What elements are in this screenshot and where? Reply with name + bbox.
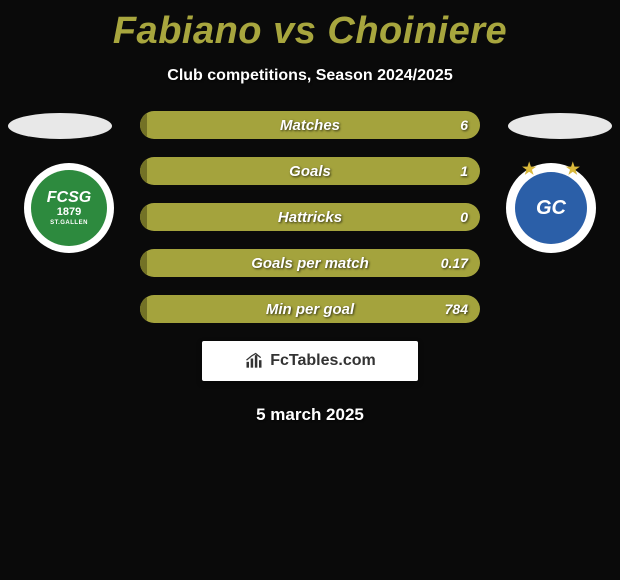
right-player-marker	[508, 113, 612, 139]
stat-bar: Matches6	[140, 111, 480, 139]
left-club-logo: FCSG 1879 ST.GALLEN	[24, 163, 114, 253]
subtitle: Club competitions, Season 2024/2025	[0, 67, 620, 85]
stat-bar: Hattricks0	[140, 203, 480, 231]
stat-value-right: 6	[460, 117, 468, 133]
stat-value-right: 0.17	[441, 255, 468, 271]
right-logo-text: GC	[536, 197, 566, 220]
star-icon: ★	[566, 159, 580, 179]
stat-label: Min per goal	[140, 301, 480, 318]
left-logo-sub: ST.GALLEN	[50, 220, 88, 226]
left-logo-text1: FCSG	[47, 190, 91, 206]
stat-label: Hattricks	[140, 209, 480, 226]
right-club-logo: ★ ★ GC	[506, 163, 596, 253]
chart-icon	[244, 351, 264, 371]
watermark-text: FcTables.com	[270, 352, 376, 370]
page-title: Fabiano vs Choiniere	[0, 0, 620, 53]
stat-label: Matches	[140, 117, 480, 134]
stat-value-right: 784	[445, 301, 468, 317]
date-label: 5 march 2025	[0, 405, 620, 425]
stat-bar: Min per goal784	[140, 295, 480, 323]
comparison-panel: FCSG 1879 ST.GALLEN ★ ★ GC Matches6 Goals…	[0, 111, 620, 425]
stat-label: Goals	[140, 163, 480, 180]
stat-label: Goals per match	[140, 255, 480, 272]
left-logo-text2: 1879	[57, 207, 81, 218]
stat-value-right: 1	[460, 163, 468, 179]
watermark: FcTables.com	[202, 341, 418, 381]
stats-bars: Matches6Goals1Hattricks0Goals per match0…	[140, 111, 480, 323]
stat-bar: Goals1	[140, 157, 480, 185]
star-icon: ★	[522, 159, 536, 179]
stat-bar: Goals per match0.17	[140, 249, 480, 277]
stat-value-right: 0	[460, 209, 468, 225]
left-player-marker	[8, 113, 112, 139]
